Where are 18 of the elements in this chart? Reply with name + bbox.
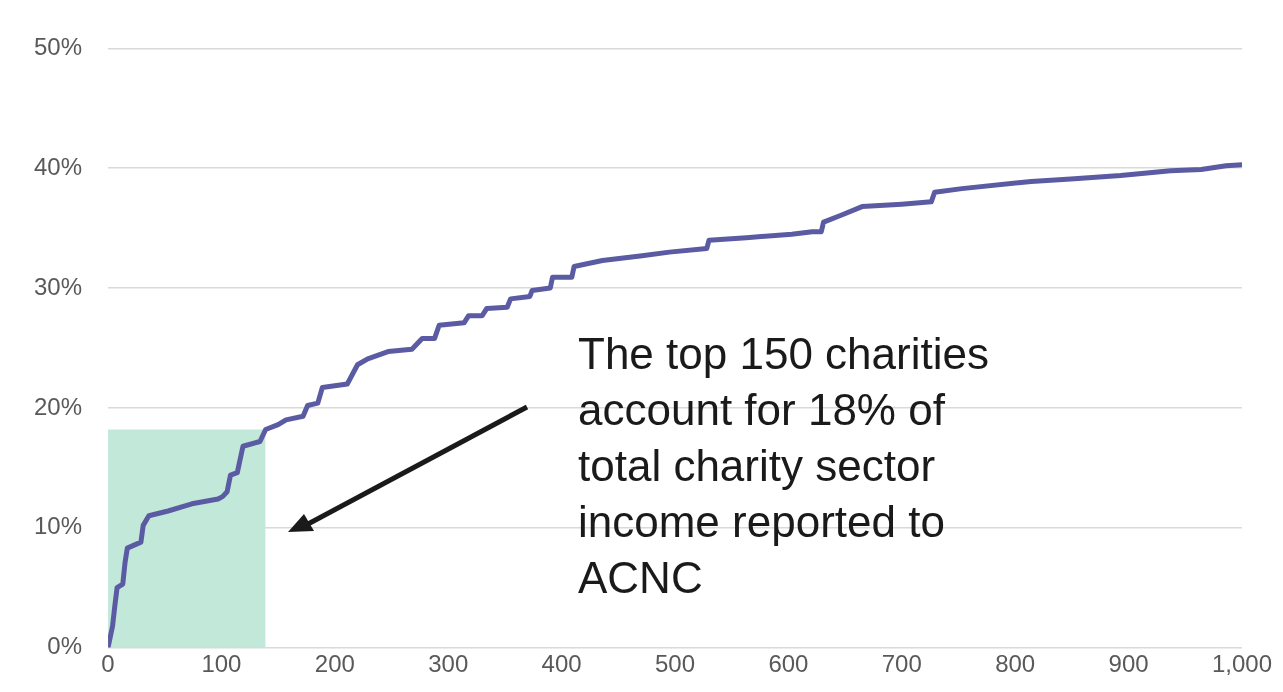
x-tick-label: 100: [201, 649, 242, 677]
y-tick-label: 0%: [47, 632, 83, 660]
x-tick-label: 700: [881, 649, 922, 677]
x-tick-label: 500: [654, 649, 696, 677]
y-tick-label: 40%: [33, 152, 83, 180]
x-tick-label: 300: [428, 649, 469, 677]
y-tick-label: 20%: [33, 392, 83, 420]
x-tick-label: 900: [1108, 649, 1149, 677]
x-tick-label: 200: [314, 649, 355, 677]
x-tick-label: 800: [995, 649, 1036, 677]
y-tick-label: 50%: [33, 33, 83, 61]
x-tick-label: 400: [541, 649, 582, 677]
x-tick-label: 600: [768, 649, 809, 677]
x-tick-label: 0: [101, 649, 115, 677]
annotation: The top 150 charities account for 18% of total charity sector income reported to ACNC: [578, 328, 990, 604]
y-tick-label: 10%: [33, 512, 83, 540]
x-tick-label: 1,000: [1211, 649, 1272, 677]
y-tick-label: 30%: [33, 272, 83, 300]
